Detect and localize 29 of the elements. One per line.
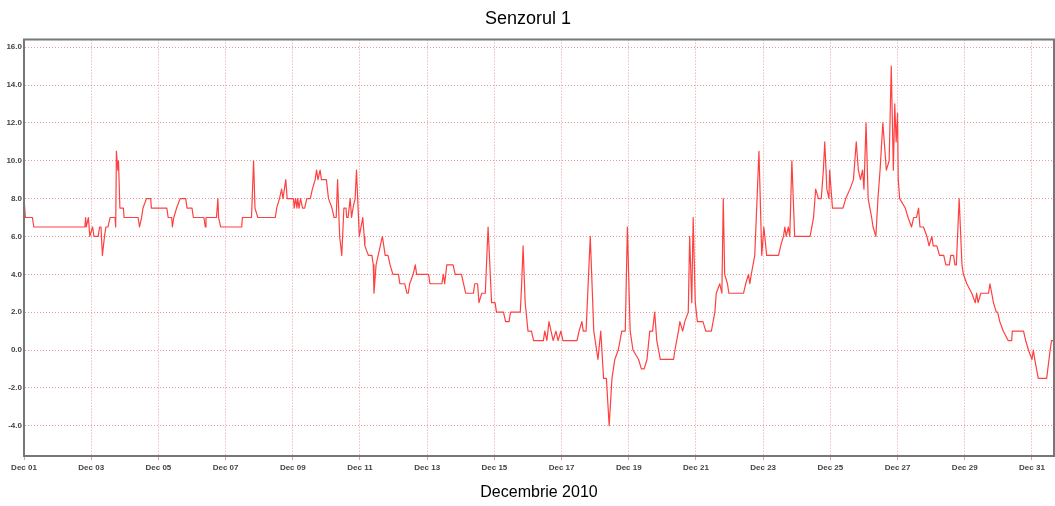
x-tick-label: Dec 23 [750, 463, 777, 472]
y-tick-label: 10.0 [6, 155, 23, 165]
x-tick-label: Dec 13 [414, 463, 441, 472]
x-tick-label: Dec 09 [279, 463, 307, 472]
x-tick-label: Dec 03 [78, 463, 105, 472]
x-tick-label: Dec 07 [212, 463, 240, 472]
x-tick-label: Dec 29 [951, 463, 979, 472]
chart-title: Senzorul 1 [484, 7, 572, 28]
x-tick-label: Dec 05 [145, 463, 172, 472]
x-tick-label: Dec 19 [615, 463, 643, 472]
y-tick-label: -2.0 [8, 383, 23, 393]
x-tick-label: Dec 15 [481, 463, 508, 472]
y-tick-label: 12.0 [6, 118, 23, 128]
y-tick-label: 2.0 [10, 307, 23, 317]
x-tick-label: Dec 27 [884, 463, 912, 472]
x-tick-label: Dec 17 [548, 463, 576, 472]
y-tick-label: 8.0 [10, 193, 23, 203]
y-tick-label: 6.0 [10, 231, 23, 241]
x-tick-label: Dec 01 [11, 463, 38, 472]
y-tick-label: 0.0 [10, 345, 23, 355]
x-axis-title: Decembrie 2010 [480, 482, 598, 500]
x-tick-label: Dec 31 [1019, 463, 1046, 472]
y-tick-label: -4.0 [8, 420, 23, 430]
y-tick-label: 4.0 [10, 269, 23, 279]
x-tick-label: Dec 11 [347, 463, 374, 472]
x-tick-label: Dec 25 [817, 463, 844, 472]
x-tick-label: Dec 21 [683, 463, 710, 472]
y-tick-label: 16.0 [6, 42, 23, 52]
y-tick-label: 14.0 [6, 80, 23, 90]
